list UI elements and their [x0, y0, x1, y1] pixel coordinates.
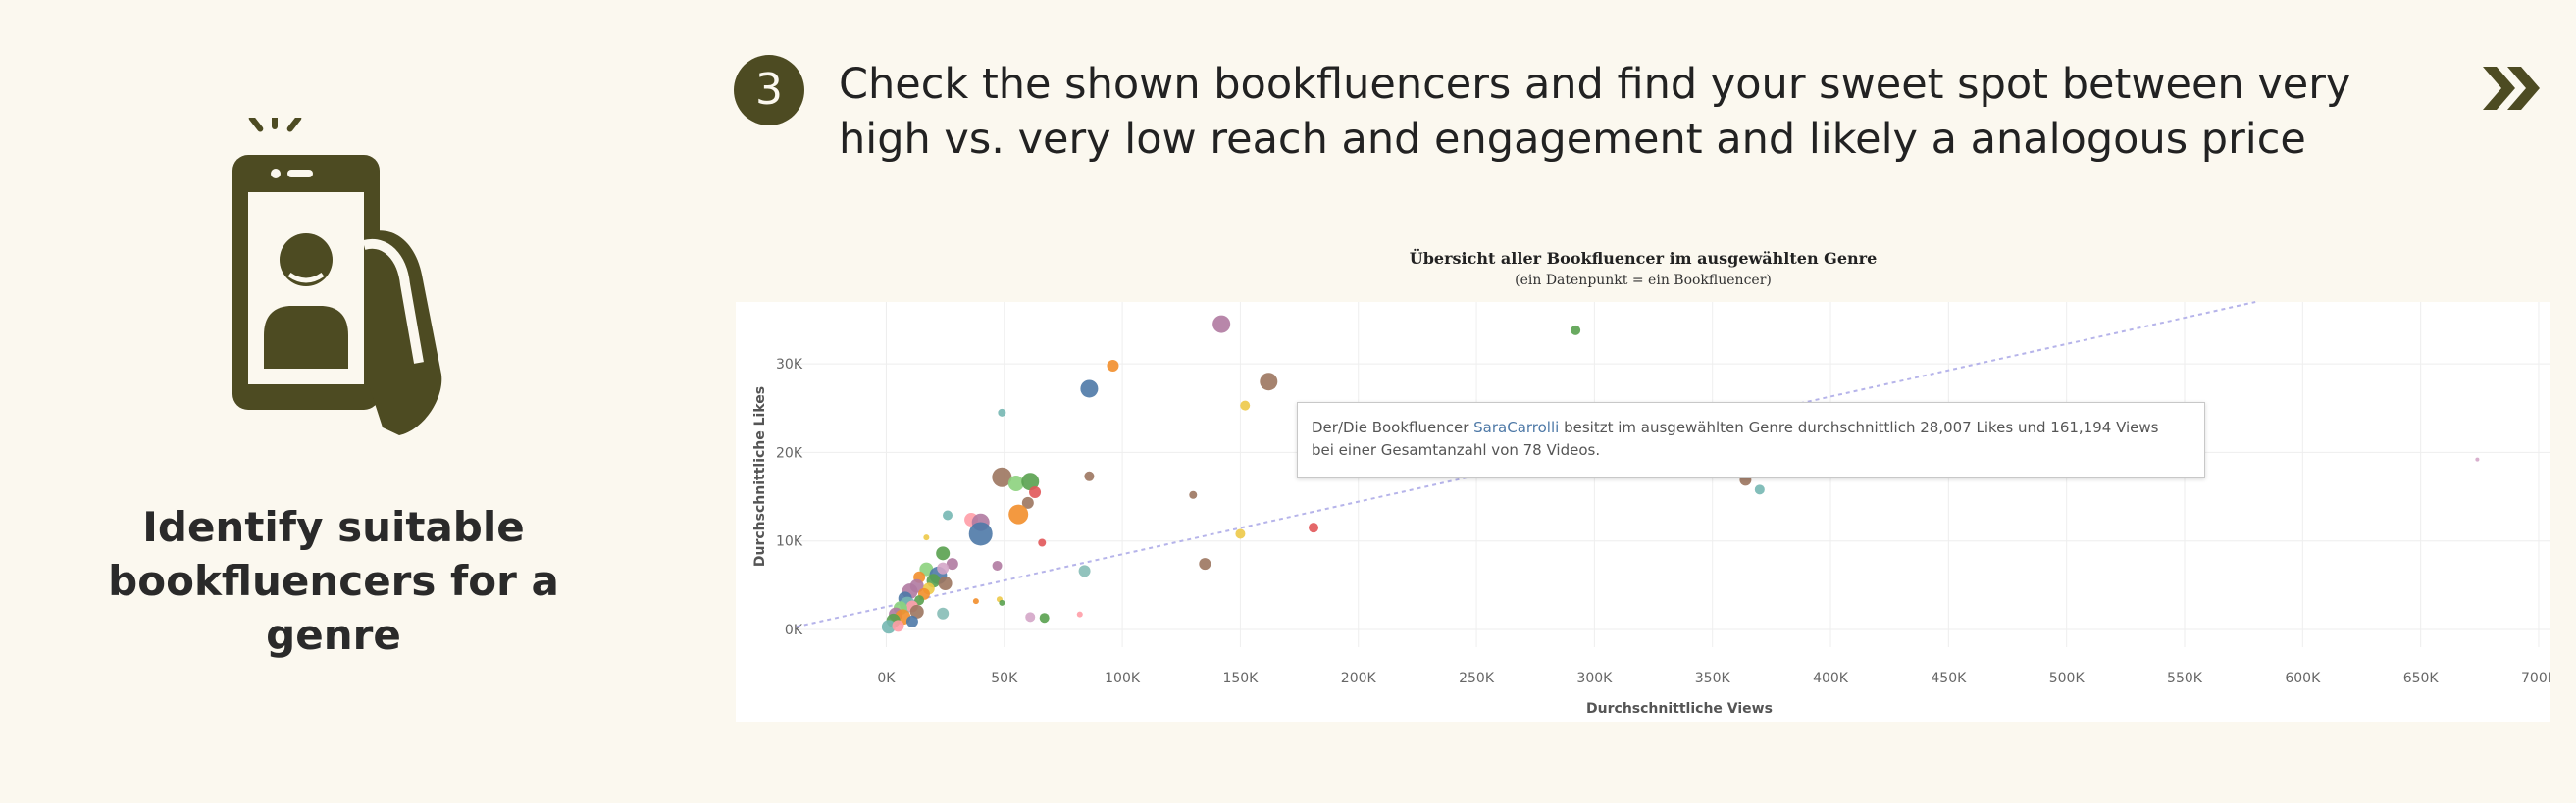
data-point[interactable] — [905, 615, 918, 627]
data-point[interactable] — [1084, 471, 1095, 481]
y-tick-label: 0K — [785, 623, 803, 638]
data-point[interactable] — [2475, 457, 2480, 462]
data-point[interactable] — [909, 604, 924, 619]
data-point[interactable] — [1212, 315, 1231, 333]
x-axis-tick-labels: 0K 50K 100K 150K 200K 250K 300K 350K 400K 450K 500… — [877, 671, 2550, 686]
x-tick-label: 600K — [2285, 671, 2321, 686]
data-point[interactable] — [1076, 611, 1083, 618]
data-point[interactable] — [1025, 612, 1036, 623]
data-point[interactable] — [1199, 558, 1211, 571]
x-tick-label: 450K — [1931, 671, 1967, 686]
tooltip-bookfluencer-name[interactable]: SaraCarrolli — [1473, 419, 1560, 436]
chart-subtitle: (ein Datenpunkt = ein Bookfluencer) — [1515, 273, 1772, 288]
y-axis-label: Durchschnittliche Likes — [752, 386, 768, 567]
tooltip-prefix: Der/Die Bookfluencer — [1312, 419, 1474, 436]
x-tick-label: 250K — [1459, 671, 1495, 686]
double-chevron-right-icon[interactable] — [2480, 63, 2545, 114]
tooltip-suffix: besitzt im ausgewählten Genre durchschni… — [1559, 419, 2159, 436]
data-points — [881, 315, 2480, 634]
left-panel: Identify suitable bookfluencers for a ge… — [0, 0, 667, 803]
hand-holding-phone-icon — [232, 118, 442, 435]
x-tick-label: 400K — [1813, 671, 1849, 686]
data-point[interactable] — [937, 562, 950, 575]
x-tick-label: 500K — [2049, 671, 2086, 686]
x-tick-label: 550K — [2167, 671, 2203, 686]
data-point[interactable] — [1021, 473, 1040, 491]
data-point[interactable] — [892, 620, 904, 632]
data-point[interactable] — [1309, 523, 1319, 533]
scatter-chart: 0K 50K 100K 150K 200K 250K 300K 350K 400K 450K 500… — [736, 301, 2550, 722]
tooltip-line2: bei einer Gesamtanzahl von 78 Videos. — [1312, 441, 1601, 459]
x-tick-label: 200K — [1341, 671, 1377, 686]
data-point[interactable] — [1240, 400, 1251, 411]
x-tick-label: 650K — [2403, 671, 2440, 686]
x-tick-label: 0K — [877, 671, 896, 686]
data-point[interactable] — [998, 408, 1006, 417]
left-caption: Identify suitable bookfluencers for a ge… — [108, 503, 559, 659]
data-point[interactable] — [1754, 484, 1765, 495]
data-point[interactable] — [1189, 490, 1198, 499]
data-point[interactable] — [1021, 496, 1034, 509]
data-point[interactable] — [1039, 613, 1050, 624]
data-point[interactable] — [923, 534, 930, 541]
y-tick-label: 20K — [776, 445, 803, 461]
data-point[interactable] — [1080, 379, 1099, 398]
data-point[interactable] — [1029, 486, 1042, 499]
data-point[interactable] — [992, 560, 1003, 571]
x-tick-label: 350K — [1695, 671, 1731, 686]
data-point[interactable] — [1107, 359, 1119, 372]
data-point[interactable] — [946, 558, 958, 571]
y-tick-label: 30K — [776, 357, 803, 373]
data-point[interactable] — [936, 546, 951, 561]
y-tick-label: 10K — [776, 534, 803, 550]
data-point[interactable] — [1260, 373, 1278, 391]
data-point[interactable] — [943, 510, 953, 521]
data-point[interactable] — [881, 620, 896, 634]
chart-title: Übersicht aller Bookfluencer im ausgewäh… — [1409, 249, 1878, 268]
x-tick-label: 50K — [991, 671, 1018, 686]
data-point-tooltip: Der/Die Bookfluencer SaraCarrolli besitz… — [1297, 402, 2205, 478]
data-point[interactable] — [1571, 325, 1581, 335]
data-point[interactable] — [999, 599, 1005, 606]
step-instruction-text: Check the shown bookfluencers and find y… — [839, 60, 2351, 164]
data-point[interactable] — [914, 595, 925, 606]
data-point[interactable] — [937, 607, 950, 620]
x-tick-label: 700K — [2521, 671, 2550, 686]
data-point[interactable] — [972, 598, 979, 605]
step-number-badge: 3 — [734, 55, 804, 125]
data-point[interactable] — [1078, 565, 1091, 577]
x-tick-label: 100K — [1105, 671, 1141, 686]
data-point[interactable] — [1007, 476, 1024, 492]
x-tick-label: 150K — [1222, 671, 1259, 686]
data-point[interactable] — [1008, 504, 1029, 525]
data-point[interactable] — [938, 577, 953, 591]
data-point[interactable] — [1235, 528, 1246, 539]
x-axis-label: Durchschnittliche Views — [1586, 701, 1773, 717]
data-point[interactable] — [1038, 538, 1047, 547]
data-point[interactable] — [968, 522, 993, 546]
data-point[interactable] — [992, 467, 1012, 487]
chart-background — [736, 302, 2550, 722]
x-tick-label: 300K — [1576, 671, 1613, 686]
